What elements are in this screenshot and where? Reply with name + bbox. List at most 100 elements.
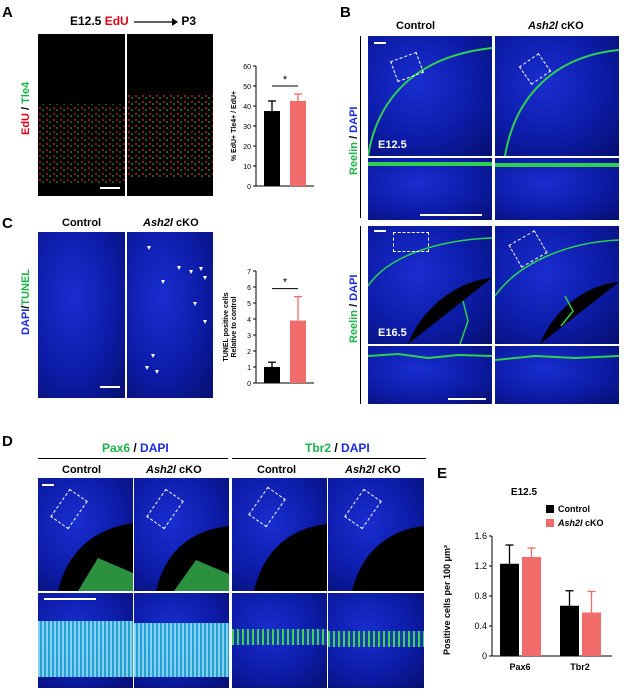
significance-star: * [283,277,288,289]
panel-c-chart: 0 1 2 3 4 5 6 7 * TUNEL positive cells Relative to… [223,269,314,388]
panel-d-group1: Pax6 / DAPI [102,441,169,455]
panel-d-tbr2-ko [328,478,424,591]
scale-bar [42,484,54,486]
significance-star: * [283,74,288,86]
panel-b-e16-control-zoom [368,346,492,404]
x-tick-label: Tbr2 [570,662,590,672]
panel-a-image-control [38,34,125,196]
bar-control [264,111,280,186]
y-tick-label: 0.4 [474,621,487,631]
panel-d-col-control-2: Control [257,464,297,476]
bar-ash2l-cko [290,101,306,186]
panel-b-e16-control: E16.5 [368,226,492,344]
panel-b-stage-e12: E12.5 [378,139,407,151]
y-tick-label: 10 [243,164,251,171]
panel-b-e16-ko-zoom [495,346,619,404]
panel-b-e12-control: E12.5 [368,36,492,156]
y-tick-label: 5 [247,301,251,308]
bar-pax6-ash2l-cko [522,557,541,656]
panel-c-col-ko: Ash2l cKO [143,217,199,229]
panel-b-col-ko: Ash2l cKO [528,20,584,32]
chart-title: E12.5 [511,487,538,498]
y-tick-label: 0.8 [474,591,487,601]
panel-b-e12-ko-zoom [495,158,619,220]
scale-bar [374,42,386,44]
timeline-start: E12.5 [70,14,102,28]
bar-control [264,367,280,383]
legend-swatch [546,505,554,513]
legend-label: Control [558,504,590,514]
panel-b-ylabel-e12: Reelin / DAPI [348,106,360,175]
panel-d-tbr2-ko-zoom [328,593,424,688]
y-tick-label: 2 [247,349,251,356]
panel-c-image-ko [127,232,213,398]
panel-a-ylabel: EdU / Tle4 [20,81,32,135]
tunel-arrowheads [145,246,207,374]
panel-d-letter: D [2,433,13,450]
panel-c-image-control [38,232,125,398]
timeline-arrow-icon [134,17,179,26]
panel-d-col-ko-1: Ash2l cKO [146,464,202,476]
panel-d-tbr2-control [232,478,327,591]
timeline-end: P3 [181,14,197,28]
y-axis-label-line1: TUNEL positive cells [223,292,230,361]
legend-label: Ash2l cKO [557,518,604,528]
panel-b-col-control: Control [396,20,436,32]
y-tick-label: 6 [247,285,251,292]
scale-bar [374,230,386,232]
y-tick-label: 3 [247,333,251,340]
e16-ko-section [495,239,619,344]
panel-d-pax6-ko-zoom [134,593,229,688]
panel-b-letter: B [340,4,351,21]
panel-d-pax6-ko [134,478,229,591]
scale-bar [100,187,120,189]
panel-a-chart: 0 10 20 30 40 50 60 * % EdU+ Tle4+ / EdU+ [231,64,314,191]
scale-bar [44,598,96,600]
y-axis-label: Positive cells per 100 μm² [442,545,452,655]
bar-tbr2-ash2l-cko [582,612,601,656]
panel-b-e16-ko [495,226,619,344]
y-tick-label: 0 [247,184,251,191]
y-tick-label: 7 [247,269,251,276]
bar-ash2l-cko [290,320,306,383]
bar-tbr2-control [560,605,579,656]
panel-d-group2: Tbr2 / DAPI [305,441,370,455]
y-tick-label: 4 [247,317,251,324]
y-tick-label: 1 [247,365,251,372]
y-tick-label: 0 [482,651,487,661]
panel-b-ylabel-e16: Reelin / DAPI [348,274,360,343]
panel-a-letter: A [2,4,13,21]
bar-pax6-control [500,563,519,656]
legend-swatch [546,519,554,527]
y-axis-label: % EdU+ Tle4+ / EdU+ [231,91,238,161]
panel-d-pax6-control-zoom [38,593,133,688]
panel-d-col-control-1: Control [62,464,102,476]
panel-c-letter: C [2,215,13,232]
panel-a-timeline: E12.5 EdU P3 [70,14,196,28]
panel-a-image-ko [127,34,213,196]
timeline-marker: EdU [104,14,129,28]
panel-d-pax6-control [38,478,133,591]
y-tick-label: 20 [243,144,251,151]
panel-c-col-control: Control [62,217,102,229]
e12-ko-section [504,49,619,156]
edu-tle4-control-image [38,104,125,184]
y-tick-label: 1.6 [474,531,487,541]
y-tick-label: 1.2 [474,561,487,571]
scale-bar [100,386,120,388]
y-tick-label: 40 [243,104,251,111]
x-tick-label: Pax6 [509,662,530,672]
panel-d-tbr2-control-zoom [232,593,327,688]
edu-tle4-ko-image [127,94,213,179]
y-tick-label: 0 [247,381,251,388]
y-tick-label: 30 [243,124,251,131]
panel-c-ylabel: DAPI/TUNEL [20,268,32,335]
panel-d-col-ko-2: Ash2l cKO [345,464,401,476]
scale-bar [448,398,486,400]
y-tick-label: 50 [243,84,251,91]
panel-e-letter: E [437,465,448,482]
y-axis-label-line2: Relative to control [231,296,238,357]
y-tick-label: 60 [243,64,251,71]
e12-control-section [368,47,492,156]
scale-bar [420,214,482,216]
